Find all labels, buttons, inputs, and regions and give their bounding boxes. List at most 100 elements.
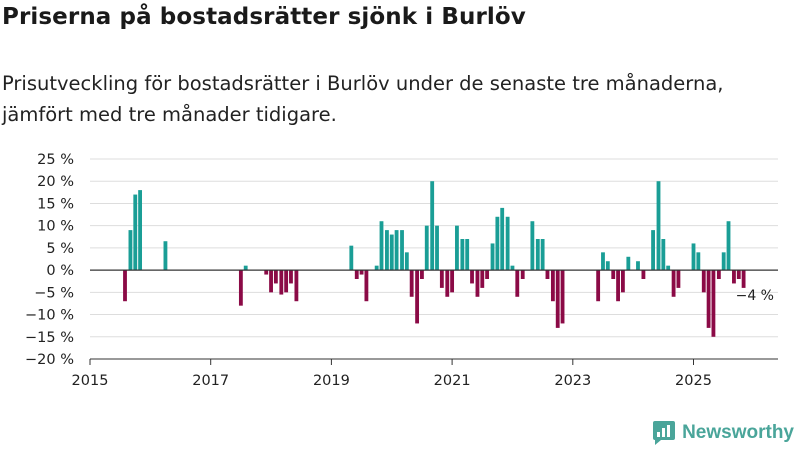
bar-positive <box>349 245 354 271</box>
annotation: −4 % <box>736 288 774 304</box>
bar-positive <box>133 194 138 271</box>
bar-positive <box>601 252 605 271</box>
bar-positive <box>636 261 640 271</box>
bar-positive <box>400 230 404 271</box>
bar-positive <box>394 230 399 271</box>
bar-negative <box>716 270 721 279</box>
bar-negative <box>279 270 284 295</box>
bar-negative <box>354 270 359 279</box>
bar-negative <box>616 270 620 302</box>
bar-negative <box>485 270 490 279</box>
bar-negative <box>515 270 520 297</box>
bar-positive <box>243 265 248 271</box>
y-tick-label: 10 % <box>37 219 74 235</box>
y-tick-label: −20 % <box>25 352 74 368</box>
y-tick-label: −15 % <box>25 330 74 346</box>
bar-negative <box>294 270 299 302</box>
bar-negative <box>269 270 273 293</box>
bar-positive <box>389 234 394 271</box>
y-tick-label: 15 % <box>37 196 74 212</box>
bar-positive <box>656 181 661 271</box>
x-axis: 2015 2017 2019 2021 2023 2025 <box>72 358 778 389</box>
bar-positive <box>530 221 535 271</box>
bar-positive <box>721 252 726 271</box>
bar-positive <box>435 225 439 271</box>
bar-negative <box>364 270 369 302</box>
bar-positive <box>505 216 510 271</box>
bar-negative <box>671 270 676 297</box>
bar-negative <box>475 270 480 297</box>
y-tick-label: −5 % <box>34 285 74 301</box>
bar-negative <box>439 270 444 288</box>
bar-positive <box>540 239 545 271</box>
x-tick-label: 2023 <box>554 373 591 389</box>
bar-negative <box>545 270 550 279</box>
bar-negative <box>480 270 485 288</box>
bar-positive <box>490 243 495 271</box>
x-tick-label: 2019 <box>313 373 350 389</box>
bar-positive <box>626 256 631 271</box>
bar-negative <box>611 270 616 279</box>
bar-negative <box>732 270 736 284</box>
bar-negative <box>596 270 601 302</box>
bar-negative <box>123 270 127 302</box>
bar-negative <box>741 270 746 288</box>
bar-positive <box>385 230 389 271</box>
y-tick-label: 5 % <box>46 241 74 257</box>
bar-negative <box>415 270 420 324</box>
bar-negative <box>238 270 243 306</box>
bar-negative <box>550 270 555 302</box>
bar-negative <box>420 270 424 279</box>
brand-name: Newsworthy <box>682 422 794 443</box>
bar-negative <box>284 270 289 293</box>
bar-negative <box>641 270 646 279</box>
bar-negative <box>264 270 269 275</box>
bar-negative <box>409 270 414 297</box>
bar-negative <box>450 270 455 293</box>
bar-positive <box>726 221 731 271</box>
bar-negative <box>273 270 278 284</box>
newsworthy-logo-icon <box>653 421 676 445</box>
x-tick-label: 2017 <box>192 373 229 389</box>
bar-negative <box>445 270 450 297</box>
bar-negative <box>520 270 525 279</box>
bar-positive <box>465 239 470 271</box>
bar-negative <box>711 270 716 337</box>
bar-positive <box>500 207 505 271</box>
chart-subtitle: Prisutveckling för bostadsrätter i Burlö… <box>2 72 724 126</box>
bar-negative <box>359 270 364 275</box>
bar-positive <box>605 261 610 271</box>
bar-positive <box>535 239 540 271</box>
bar-positive <box>666 265 671 271</box>
last-value-label: −4 % <box>736 288 774 304</box>
bar-positive <box>430 181 435 271</box>
bar-negative <box>736 270 741 279</box>
bar-positive <box>424 225 429 271</box>
bar-negative <box>620 270 625 293</box>
bar-negative <box>560 270 565 324</box>
chart-title: Priserna på bostadsrätter sjönk i Burlöv <box>2 4 526 30</box>
bar-positive <box>661 239 666 271</box>
bar-positive <box>651 230 655 271</box>
bar-positive <box>379 221 384 271</box>
bar-positive <box>696 252 701 271</box>
bar-positive <box>510 265 515 271</box>
bar-negative <box>470 270 474 284</box>
y-tick-label: 25 % <box>37 152 74 168</box>
bar-positive <box>128 230 133 271</box>
bar-negative <box>706 270 711 328</box>
y-axis-ticks: 25 % 20 % 15 % 10 % 5 % 0 % −5 % −10 % −15 % −20 … <box>25 152 74 368</box>
bars <box>123 181 746 337</box>
x-tick-label: 2025 <box>675 373 712 389</box>
bar-positive <box>691 243 696 271</box>
bar-positive <box>495 216 500 271</box>
y-tick-label: −10 % <box>25 308 74 324</box>
bar-positive <box>163 241 168 271</box>
y-tick-label: 0 % <box>46 263 74 279</box>
bar-negative <box>676 270 681 288</box>
bar-negative <box>289 270 293 284</box>
bar-negative <box>701 270 706 293</box>
bar-positive <box>138 190 143 271</box>
bar-positive <box>374 265 379 271</box>
